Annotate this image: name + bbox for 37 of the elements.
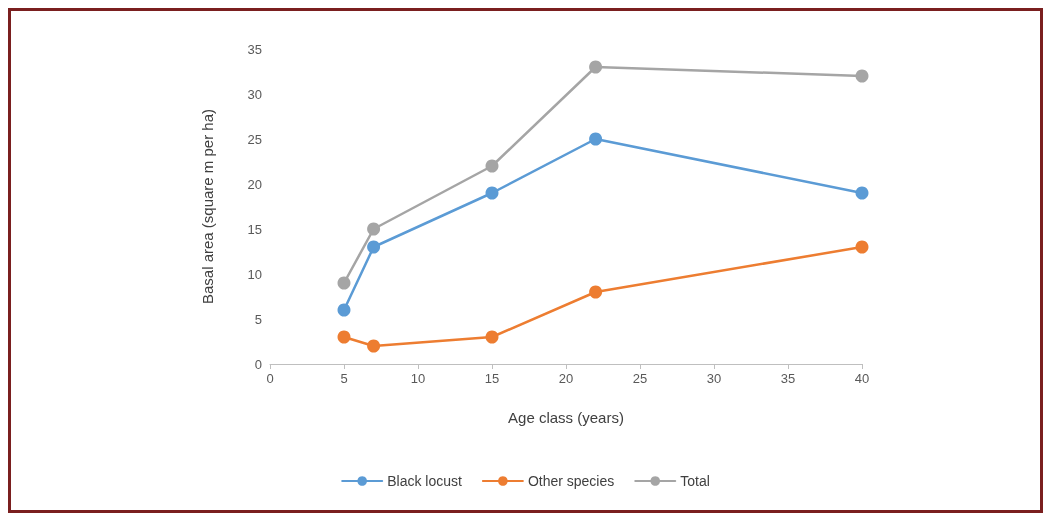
x-tick-label: 40 [854,371,870,386]
point [367,222,381,236]
point [589,285,603,299]
x-axis-title: Age class (years) [508,409,624,426]
point [337,303,351,317]
x-tick-label: 35 [780,371,796,386]
legend-label: Total [680,473,710,489]
x-tick-label: 0 [266,371,274,386]
y-tick-label: 35 [247,41,262,57]
x-tick-label: 10 [410,371,426,386]
point [589,132,603,146]
point [589,60,603,74]
legend-label: Black locust [387,473,462,489]
point [485,159,499,173]
point [855,69,869,83]
y-tick-label: 25 [247,131,262,147]
point [485,330,499,344]
point [485,186,499,200]
point [855,186,869,200]
x-tick-label: 30 [706,371,722,386]
y-tick-label: 0 [254,356,262,372]
x-tick-label: 20 [558,371,574,386]
y-tick-label: 20 [247,176,262,192]
legend-label: Other species [527,473,615,489]
x-tick-label: 25 [632,371,648,386]
y-axis-title: Basal area (square m per ha) [199,108,216,305]
y-tick-label: 10 [247,266,262,282]
point [337,276,351,290]
y-tick-label: 5 [254,311,262,327]
point [367,240,381,254]
point [855,240,869,254]
point [367,339,381,353]
y-tick-label: 30 [247,86,262,102]
x-tick-label: 5 [340,371,348,386]
x-tick-label: 15 [484,371,500,386]
point [337,330,351,344]
y-tick-label: 15 [247,221,262,237]
